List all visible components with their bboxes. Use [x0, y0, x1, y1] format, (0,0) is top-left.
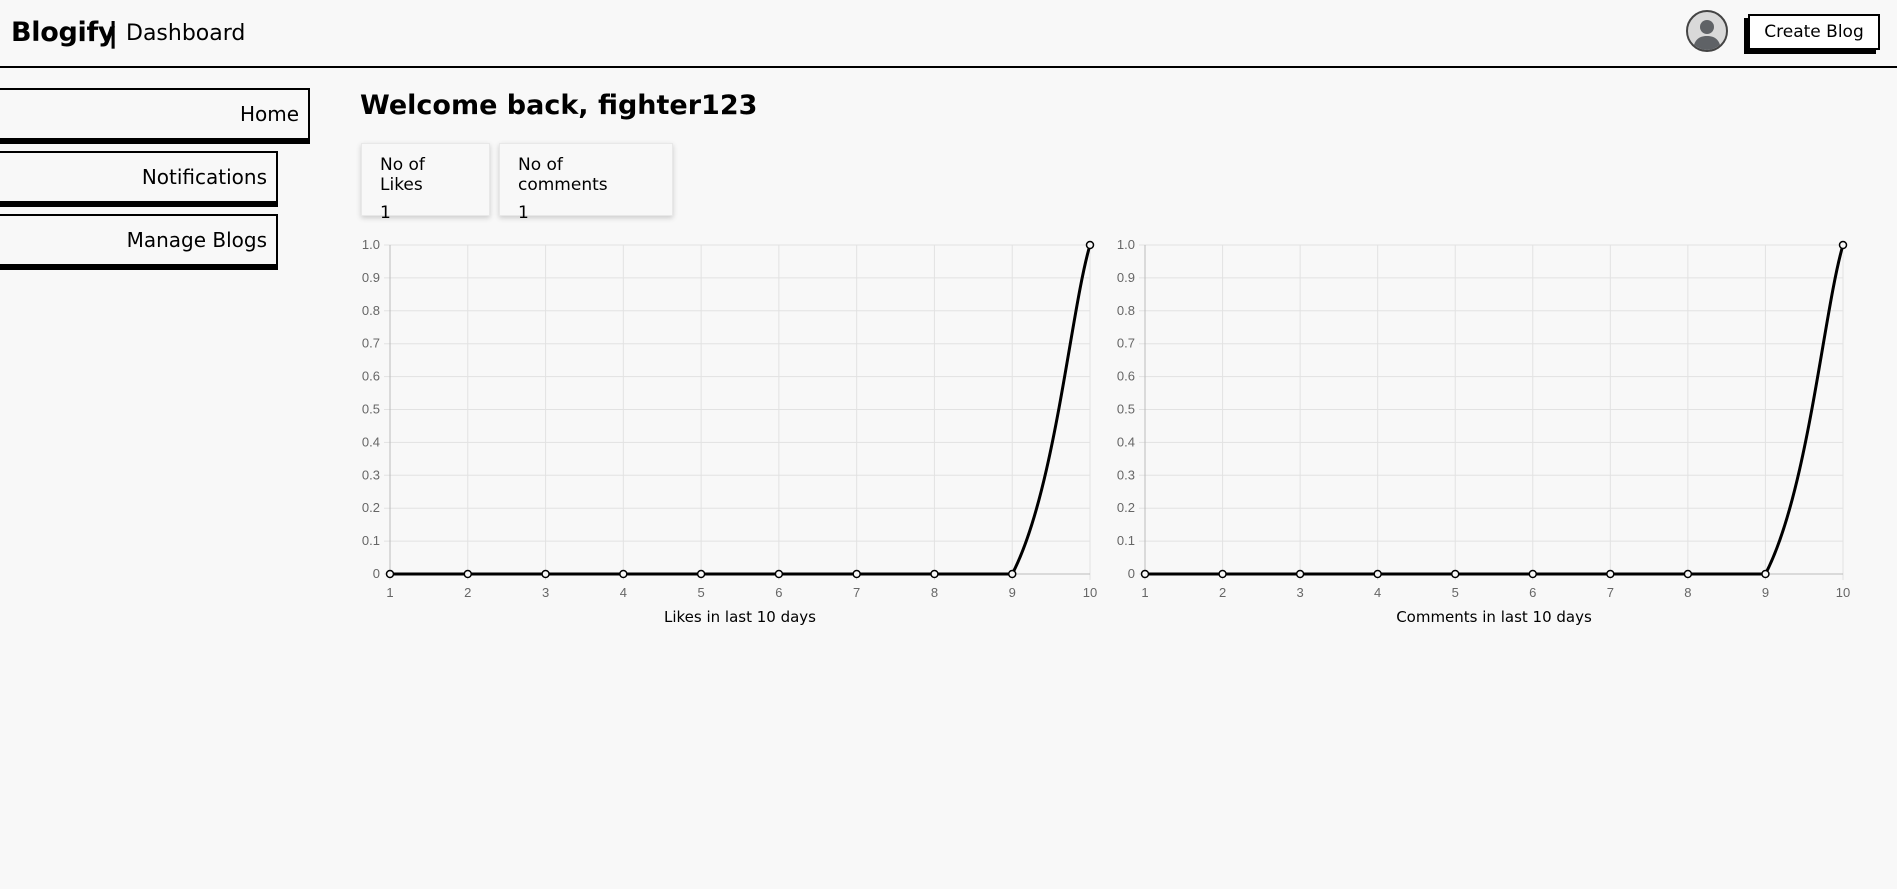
likes-stat-card: No of Likes 1: [361, 143, 490, 223]
x-tick-label: 10: [1083, 585, 1097, 600]
x-tick-label: 1: [1141, 585, 1148, 600]
x-tick-label: 9: [1762, 585, 1769, 600]
y-tick-label: 0.1: [362, 533, 380, 548]
y-tick-label: 0: [373, 566, 380, 581]
comments-chart-gridlines: [1139, 244, 1844, 580]
comments-chart-data-point[interactable]: [1606, 569, 1615, 579]
y-tick-label: 0.9: [1117, 270, 1135, 285]
x-tick-label: 3: [1296, 585, 1303, 600]
y-tick-label: 0.2: [1117, 500, 1135, 515]
y-tick-label: 0.3: [362, 467, 380, 482]
comments-chart-data-point[interactable]: [1450, 569, 1460, 579]
comments-chart-data-point[interactable]: [1373, 569, 1382, 579]
x-tick-label: 8: [1684, 585, 1691, 600]
likes-chart-data-point[interactable]: [619, 569, 628, 579]
y-tick-label: 0.6: [1117, 369, 1135, 384]
likes-chart-data-point[interactable]: [1085, 240, 1095, 250]
avatar[interactable]: [1686, 10, 1728, 52]
brand-separator: |: [108, 16, 119, 49]
brand-logo[interactable]: Blogify: [11, 17, 116, 48]
x-tick-label: 4: [1374, 585, 1381, 600]
sidebar-item-label: Manage Blogs: [126, 228, 267, 252]
x-tick-label: 10: [1836, 585, 1850, 600]
comments-chart-data-point[interactable]: [1140, 569, 1150, 579]
y-tick-label: 0.4: [362, 434, 380, 449]
y-tick-label: 0.5: [362, 402, 380, 417]
likes-chart-data-point[interactable]: [852, 569, 861, 579]
user-avatar-icon: [1693, 20, 1721, 50]
comments-chart-data-point[interactable]: [1295, 569, 1305, 579]
x-tick-label: 5: [697, 585, 704, 600]
x-tick-label: 6: [1529, 585, 1536, 600]
x-tick-label: 5: [1452, 585, 1459, 600]
likes-chart-series-line: [390, 244, 1092, 576]
comments-chart-data-point[interactable]: [1761, 569, 1770, 579]
likes-stat-value: 1: [380, 203, 391, 223]
likes-chart-data-point[interactable]: [930, 569, 939, 579]
comments-stat-card: No of comments 1: [499, 143, 673, 223]
x-tick-label: 9: [1009, 585, 1016, 600]
page-title: Dashboard: [126, 21, 246, 46]
x-tick-label: 2: [464, 585, 471, 600]
likes-chart-data-point[interactable]: [1007, 569, 1017, 579]
create-blog-button[interactable]: Create Blog: [1748, 14, 1880, 50]
likes-chart-data-point[interactable]: [774, 569, 784, 579]
welcome-heading: Welcome back, fighter123: [360, 90, 758, 121]
comments-chart-data-point[interactable]: [1683, 569, 1693, 579]
x-tick-label: 7: [1607, 585, 1614, 600]
likes-line-chart: 0 0.1 0.2 0.3 0.4 0.5 0.6 0.7 0.8 0.9 1.0 1 2 3 4 5 6 7 8 9…: [362, 237, 1097, 626]
y-tick-label: 0.6: [362, 369, 380, 384]
y-tick-label: 0.8: [362, 303, 380, 318]
comments-stat-value: 1: [518, 203, 529, 223]
likes-chart-x-axis-title: Likes in last 10 days: [664, 608, 816, 626]
comments-chart-data-point[interactable]: [1528, 569, 1538, 579]
x-tick-label: 1: [386, 585, 393, 600]
sidebar-item-label: Home: [239, 102, 299, 126]
y-tick-label: 0: [1128, 566, 1135, 581]
comments-chart-data-point[interactable]: [1838, 240, 1848, 250]
comments-chart-data-point[interactable]: [1218, 569, 1227, 579]
y-tick-label: 0.4: [1117, 434, 1135, 449]
x-tick-label: 7: [853, 585, 860, 600]
comments-chart-x-axis-title: Comments in last 10 days: [1396, 608, 1592, 626]
sidebar-item-notifications[interactable]: Notifications: [0, 151, 278, 203]
y-tick-label: 0.5: [1117, 402, 1135, 417]
y-tick-label: 0.9: [362, 270, 380, 285]
sidebar-item-label: Notifications: [141, 165, 267, 189]
y-tick-label: 0.8: [1117, 303, 1135, 318]
sidebar-item-home[interactable]: Home: [0, 88, 310, 140]
likes-chart-gridlines: [384, 244, 1091, 580]
x-tick-label: 8: [931, 585, 938, 600]
likes-chart-data-point[interactable]: [696, 569, 706, 579]
y-tick-label: 0.1: [1117, 533, 1135, 548]
y-tick-label: 0.3: [1117, 467, 1135, 482]
comments-chart-series-line: [1145, 244, 1845, 576]
sidebar-item-manage-blogs[interactable]: Manage Blogs: [0, 214, 278, 266]
comments-line-chart: 0 0.1 0.2 0.3 0.4 0.5 0.6 0.7 0.8 0.9 1.0 1 2 3 4 5 6 7 8 9…: [1117, 237, 1850, 626]
y-tick-label: 1.0: [362, 237, 380, 252]
comments-stat-label: No of comments: [518, 155, 608, 195]
likes-chart-data-point[interactable]: [541, 569, 550, 579]
top-navbar: Blogify | Dashboard Create Blog: [0, 0, 1897, 68]
x-tick-label: 6: [775, 585, 782, 600]
y-tick-label: 0.7: [362, 336, 380, 351]
y-tick-label: 0.2: [362, 500, 380, 515]
likes-chart-data-point[interactable]: [463, 569, 473, 579]
y-tick-label: 1.0: [1117, 237, 1135, 252]
y-tick-label: 0.7: [1117, 336, 1135, 351]
likes-chart-data-point[interactable]: [385, 569, 395, 579]
x-tick-label: 4: [620, 585, 627, 600]
x-tick-label: 3: [542, 585, 549, 600]
likes-stat-label: No of Likes: [380, 155, 425, 195]
x-tick-label: 2: [1219, 585, 1226, 600]
